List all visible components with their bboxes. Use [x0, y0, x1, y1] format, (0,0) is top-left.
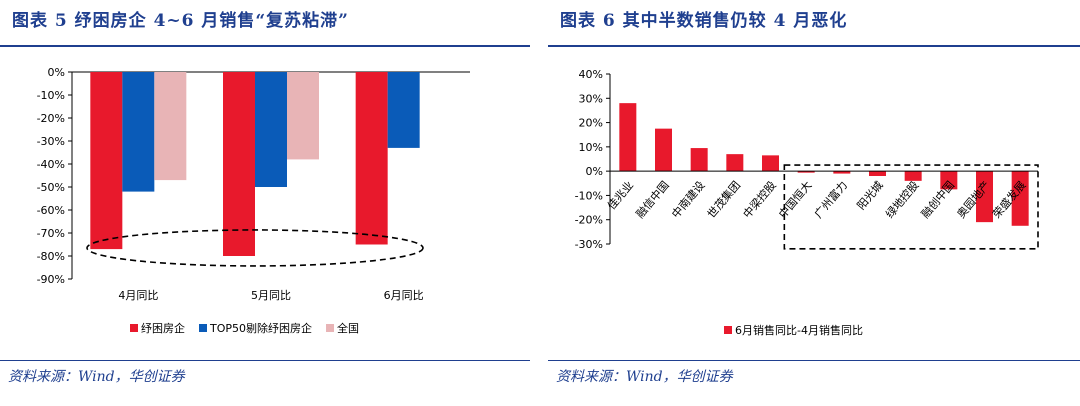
left-bar-chart: 0% -10% -20% -30% -40% -50% -60% -70% -80% -90% 4月… [37, 66, 470, 335]
legend-label: 6月销售同比-4月销售同比 [735, 323, 863, 337]
y-tick-label: -50% [37, 181, 65, 194]
bar-2-3 [387, 72, 420, 148]
y-tick-label: 30% [579, 92, 603, 105]
y-tick-label: -90% [37, 273, 65, 286]
left-source-note: 资料来源：Wind，华创证券 [8, 369, 185, 385]
highlight-dashed-box [783, 164, 1039, 250]
x-category-label: 广州富力 [811, 178, 850, 221]
bar-1-2 [223, 72, 255, 256]
x-category-label: 中梁控股 [740, 178, 779, 221]
x-category-label: 6月同比 [384, 289, 424, 302]
y-tick-label: -20% [37, 112, 65, 125]
y-tick-label: 0% [48, 66, 65, 79]
right-source-rule [548, 360, 1080, 361]
bar-1-1 [90, 72, 123, 250]
y-tick-label: -30% [37, 135, 65, 148]
y-tick-label: -30% [575, 238, 603, 251]
legend-swatch-1 [130, 324, 138, 332]
x-category-label: 绿地控股 [882, 178, 921, 221]
y-tick-label: 40% [579, 68, 603, 81]
right-title-rule [548, 45, 1080, 47]
bar-3-2 [287, 72, 319, 160]
x-category-label: 世茂集团 [704, 178, 743, 221]
legend-label-2: TOP50剔除纾困房企 [209, 321, 312, 335]
x-category-label: 融创中国 [919, 179, 957, 221]
y-tick-label: 0% [586, 165, 603, 178]
right-chart-title: 图表 6 其中半数销售仍较 4 月恶化 [560, 11, 848, 31]
legend-swatch-2 [199, 324, 207, 332]
bar-1-3 [355, 72, 388, 245]
left-chart-panel: 图表 5 纾困房企 4~6 月销售“复苏粘滞” 0% -10% -20% -30% -4… [0, 0, 530, 406]
x-category-label: 4月同比 [118, 289, 158, 302]
bar-5 [762, 155, 779, 172]
left-chart-title: 图表 5 纾困房企 4~6 月销售“复苏粘滞” [12, 11, 349, 31]
x-category-label: 中国恒大 [775, 178, 814, 221]
y-tick-label: 20% [579, 117, 603, 130]
y-tick-label: -70% [37, 227, 65, 240]
right-bar-chart: 40%30%20%10%0%-10%-20%-30%佳兆业融信中国中南建设世茂集… [575, 68, 1039, 337]
bar-1 [619, 103, 637, 172]
legend-swatch [724, 326, 732, 334]
highlight-dashed-ellipse [86, 229, 424, 267]
bar-8 [869, 171, 886, 176]
bar-9 [904, 171, 922, 181]
bar-4 [726, 154, 744, 172]
y-tick-label: 10% [579, 141, 603, 154]
legend-label-1: 纾困房企 [141, 321, 185, 335]
y-tick-label: -80% [37, 250, 65, 263]
bar-6 [797, 171, 815, 173]
x-category-label: 融信中国 [634, 179, 672, 221]
bar-2-2 [255, 72, 287, 187]
y-tick-label: -20% [575, 214, 603, 227]
y-tick-label: -10% [37, 89, 65, 102]
bar-11 [976, 171, 993, 223]
legend-swatch-3 [326, 324, 335, 332]
bar-7 [833, 171, 851, 174]
right-chart-panel: 图表 6 其中半数销售仍较 4 月恶化 40% 30% 20% 10% 0% -10% -2… [548, 0, 1080, 406]
x-category-label: 阳光城 [854, 178, 886, 212]
y-tick-label: -10% [575, 189, 603, 202]
bar-3-1 [154, 72, 187, 181]
y-tick-label: -40% [37, 158, 65, 171]
legend-label-3: 全国 [337, 321, 359, 335]
left-source-rule [0, 360, 530, 361]
bar-3 [690, 148, 708, 172]
bar-2 [655, 128, 672, 172]
y-tick-label: -60% [37, 204, 65, 217]
x-category-label: 5月同比 [251, 289, 291, 302]
right-source-note: 资料来源：Wind，华创证券 [556, 369, 733, 385]
bar-10 [940, 171, 958, 190]
bar-2-1 [122, 72, 155, 192]
bar-12 [1011, 171, 1029, 226]
x-category-label: 中南建设 [668, 178, 707, 221]
left-title-rule [0, 45, 530, 47]
